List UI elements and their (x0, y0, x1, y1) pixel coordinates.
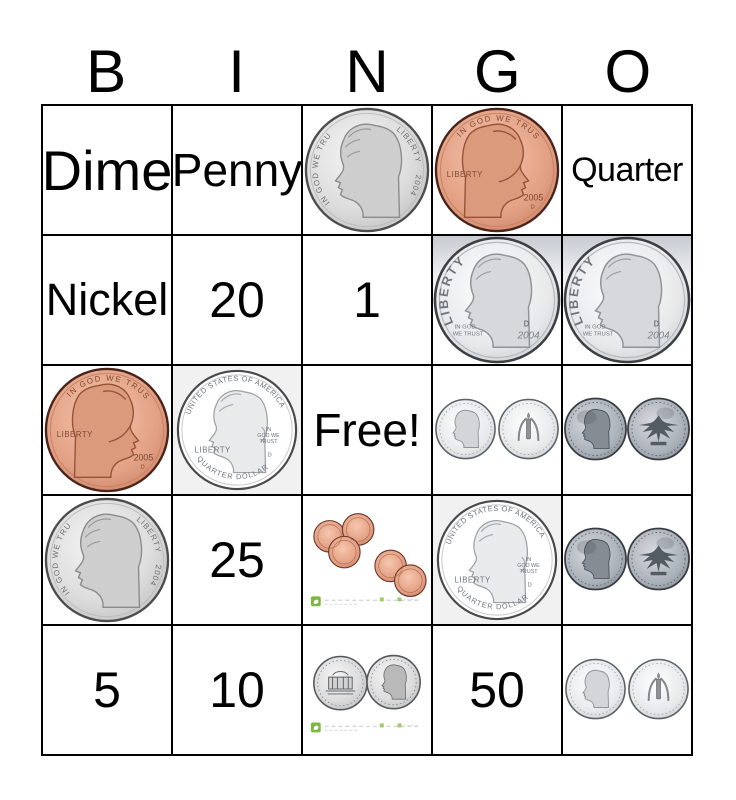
title-letter-b: B (86, 38, 127, 105)
cell-r0c4-quarter-word[interactable]: Quarter (563, 106, 691, 234)
cell-r0c3-penny-coin[interactable] (433, 106, 561, 234)
cell-label: 1 (353, 272, 381, 328)
penny-front-image (43, 366, 171, 494)
pennies-photo-image (303, 496, 431, 624)
cell-r1c1-number-20[interactable]: 20 (173, 236, 301, 364)
dime-pair-image (433, 366, 561, 494)
cell-label: Dime (43, 138, 171, 202)
cell-r3c1-number-25[interactable]: 25 (173, 496, 301, 624)
quarter-pair-image (563, 496, 691, 624)
cell-r3c4-two-quarters[interactable] (563, 496, 691, 624)
cell-r0c1-penny-word[interactable]: Penny (173, 106, 301, 234)
quarter-front-image (433, 496, 561, 624)
bingo-title: B I N G O (41, 40, 693, 103)
cell-r3c2-pennies-photo[interactable] (303, 496, 431, 624)
cell-r3c3-quarter-coin[interactable] (433, 496, 561, 624)
cell-label: Penny (173, 144, 301, 196)
cell-r1c4-dime-coin[interactable] (563, 236, 691, 364)
cell-label: Nickel (45, 274, 169, 325)
dime-front-image (433, 236, 561, 364)
cell-label: 20 (209, 272, 265, 328)
dime-pair-image (563, 626, 691, 754)
cell-label: 10 (209, 662, 265, 718)
cell-r4c3-number-50[interactable]: 50 (433, 626, 561, 754)
cell-r1c3-dime-coin[interactable] (433, 236, 561, 364)
cell-label: 25 (209, 532, 265, 588)
cell-r2c1-quarter-coin[interactable] (173, 366, 301, 494)
nickel-front-image (43, 496, 171, 624)
cell-r2c3-two-dimes[interactable] (433, 366, 561, 494)
cell-r1c2-number-1[interactable]: 1 (303, 236, 431, 364)
cell-r4c1-number-10[interactable]: 10 (173, 626, 301, 754)
cell-r0c0-dime-word[interactable]: Dime (43, 106, 171, 234)
cell-r2c2-free-space[interactable]: Free! (303, 366, 431, 494)
cell-r3c0-nickel-coin[interactable] (43, 496, 171, 624)
cell-label: Quarter (571, 150, 683, 189)
title-letter-o: O (604, 38, 652, 105)
title-letter-g: G (474, 38, 521, 105)
cell-r2c4-two-quarters[interactable] (563, 366, 691, 494)
cell-r4c2-nickels-photo[interactable] (303, 626, 431, 754)
dime-front-image (563, 236, 691, 364)
penny-front-image (433, 106, 561, 234)
cell-label: Free! (313, 404, 421, 456)
title-letter-i: I (228, 38, 245, 105)
cell-r4c0-number-5[interactable]: 5 (43, 626, 171, 754)
bingo-board: Dime Penny Quarter Nickel 20 1 Free! (41, 104, 693, 756)
cell-r2c0-penny-coin[interactable] (43, 366, 171, 494)
quarter-front-image (173, 366, 301, 494)
cell-r0c2-nickel-coin[interactable] (303, 106, 431, 234)
nickel-front-image (303, 106, 431, 234)
nickels-photo-image (303, 626, 431, 754)
cell-r4c4-two-dimes[interactable] (563, 626, 691, 754)
quarter-pair-image (563, 366, 691, 494)
title-letter-n: N (345, 38, 389, 105)
cell-label: 50 (469, 662, 525, 718)
cell-label: 5 (93, 662, 121, 718)
cell-r1c0-nickel-word[interactable]: Nickel (43, 236, 171, 364)
